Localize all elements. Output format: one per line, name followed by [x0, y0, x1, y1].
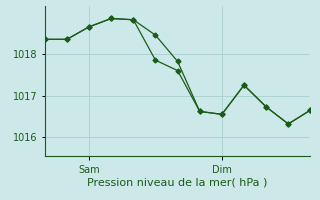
X-axis label: Pression niveau de la mer( hPa ): Pression niveau de la mer( hPa ): [87, 178, 268, 188]
